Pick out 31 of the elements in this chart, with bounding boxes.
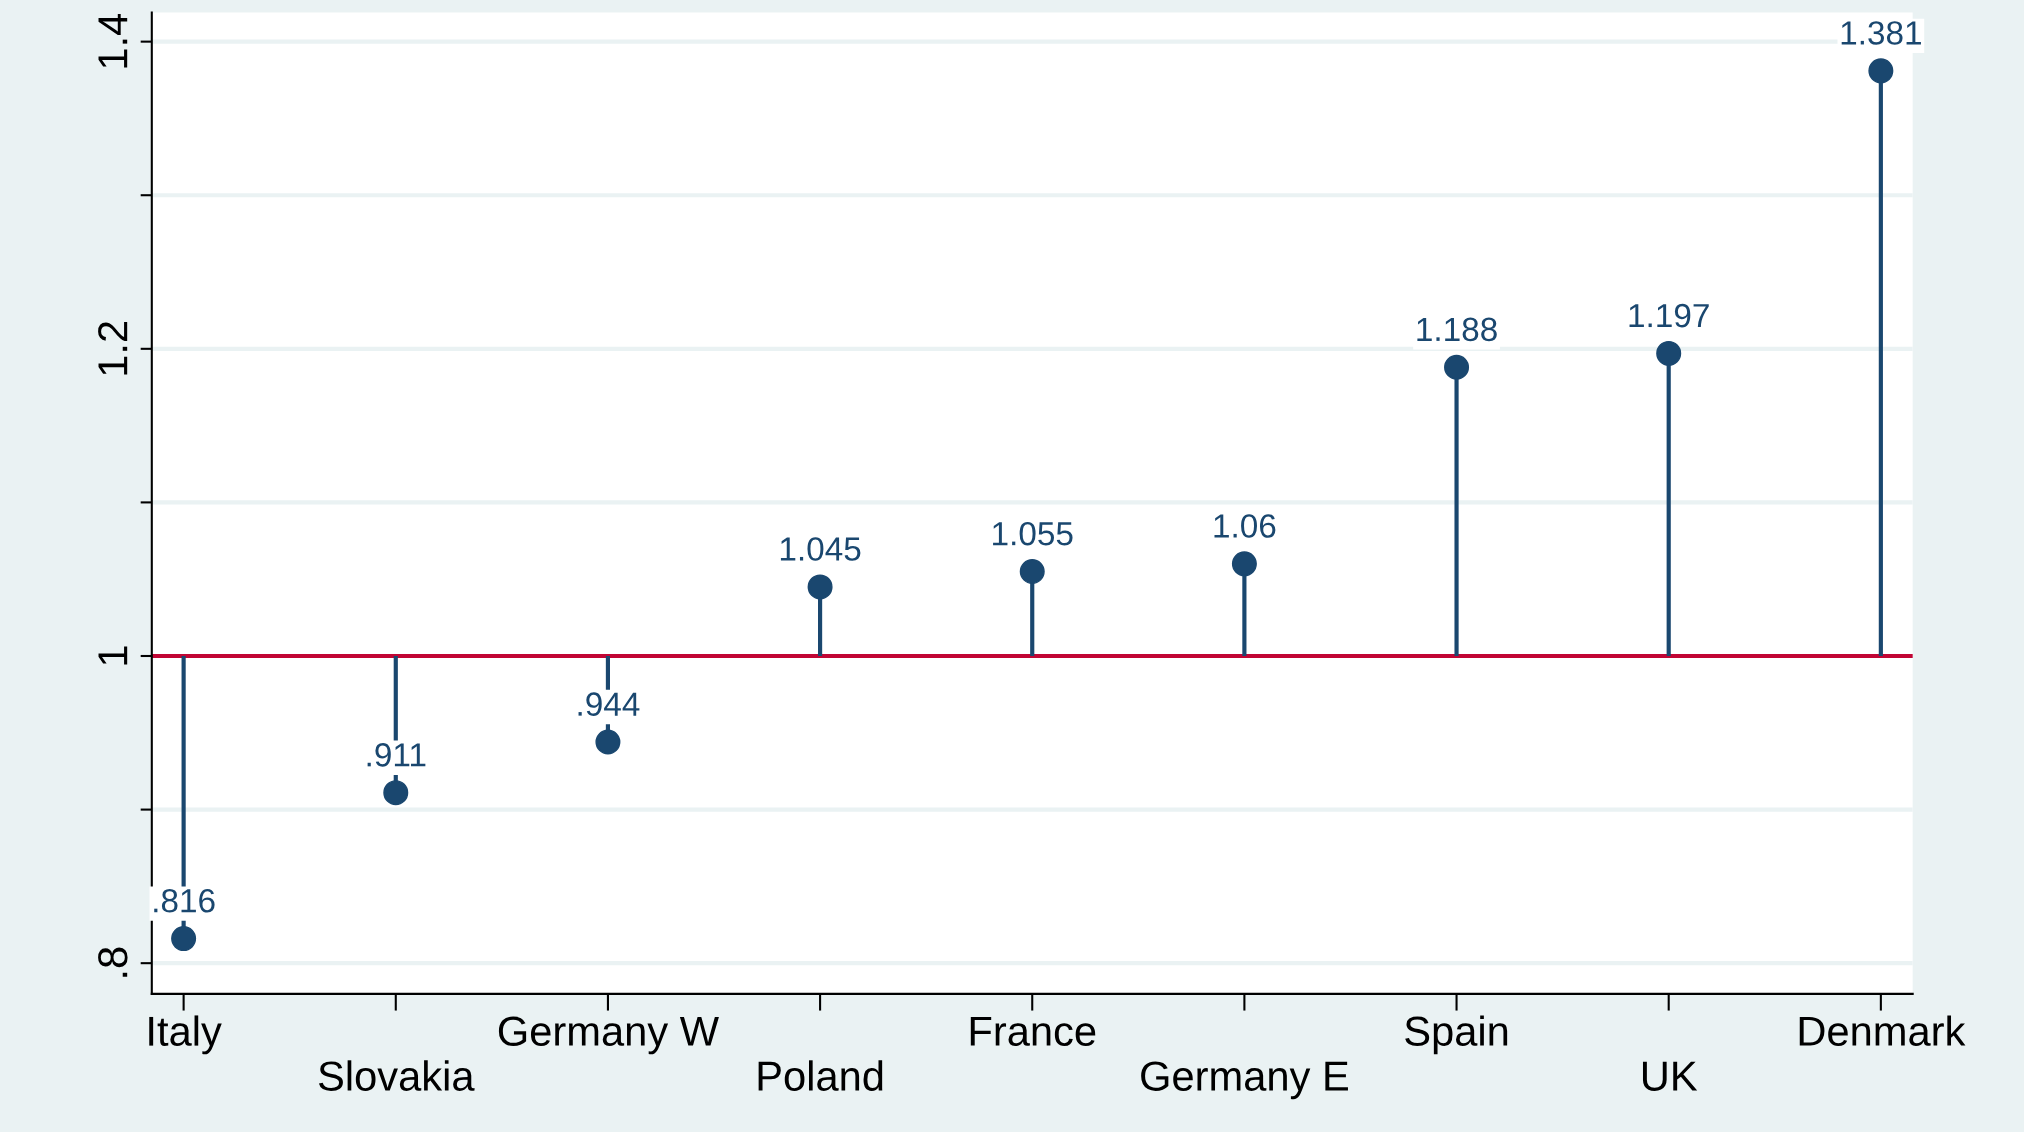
data-label: 1.188 [1417,317,1497,342]
point [595,729,621,755]
data-label: 1.381 [1841,21,1921,45]
data-label: 1.055 [993,521,1073,546]
data-label: 1.06 [1214,514,1276,538]
data-label: .944 [578,692,640,716]
point [1444,354,1470,380]
data-label: .816 [154,888,215,913]
point [1231,551,1257,577]
x-tick-label: Germany E [1141,1061,1348,1100]
x-tick-label: Slovakia [318,1060,475,1091]
x-tick-label: Italy [149,1015,222,1055]
y-tick-label: 1 [98,646,128,665]
x-tick-label: Denmark [1799,1015,1966,1047]
point [1656,340,1682,366]
x-tick-label: France [970,1016,1096,1047]
point [171,926,197,952]
x-tick-label: UK [1642,1061,1698,1091]
point [383,780,409,806]
y-tick-label: 1.2 [98,321,128,375]
data-label: .911 [367,743,426,767]
point [1868,58,1894,84]
x-tick-label: Poland [758,1060,883,1091]
y-tick-label: .8 [98,947,128,977]
point [1019,559,1045,585]
x-tick-label: Spain [1405,1015,1508,1055]
data-label: 1.045 [780,537,861,561]
y-tick-label: 1.4 [98,13,128,68]
point [807,574,833,600]
x-tick-label: Germany W [498,1016,719,1055]
data-label: 1.197 [1629,303,1709,328]
